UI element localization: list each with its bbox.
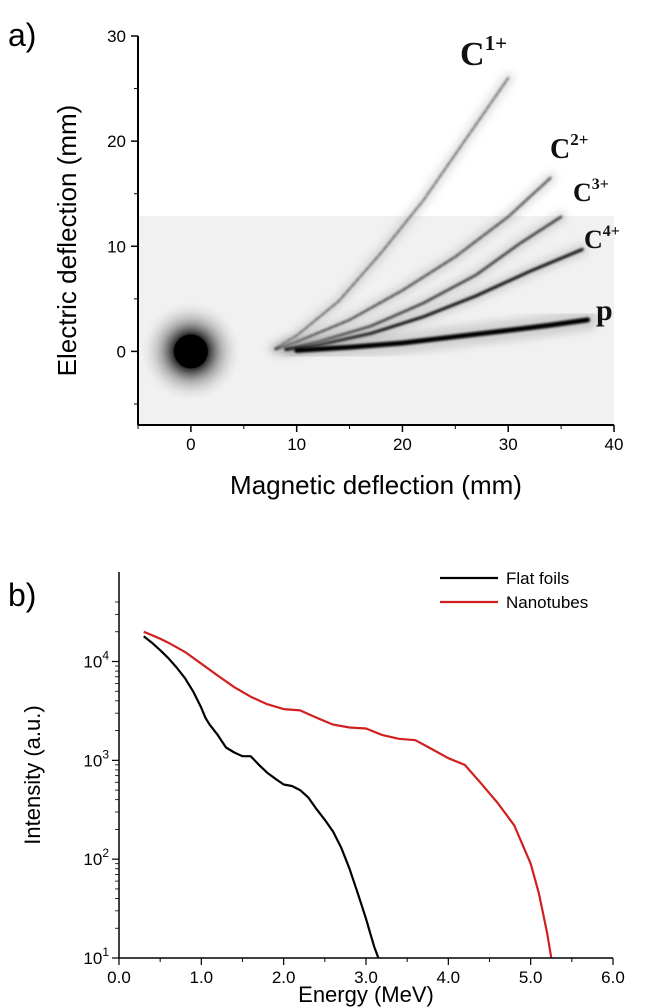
panel-a-x-tick-label: 10 bbox=[287, 435, 306, 454]
legend-label: Flat foils bbox=[506, 569, 569, 588]
ion-label-charge: 1+ bbox=[485, 31, 507, 55]
panel-a-y-tick-label: 0 bbox=[117, 342, 126, 361]
ion-label-charge: 4+ bbox=[603, 223, 620, 240]
panel-b-x-tick-label: 0.0 bbox=[107, 968, 131, 987]
panel-b-x-tick-label: 1.0 bbox=[190, 968, 214, 987]
ion-label-p: p bbox=[596, 294, 613, 327]
ion-label-symbol: C bbox=[573, 178, 592, 207]
panel-a-x-axis-title: Magnetic deflection (mm) bbox=[230, 470, 522, 500]
panel-b-x-tick-label: 6.0 bbox=[601, 968, 625, 987]
panel-a-x-tick-label: 0 bbox=[186, 435, 195, 454]
panel-a-plot bbox=[138, 72, 614, 425]
panel-a-label: a) bbox=[8, 17, 36, 53]
panel-a-y-axis-title: Electric deflection (mm) bbox=[52, 105, 82, 377]
panel-b-y-tick-label: 103 bbox=[83, 747, 109, 770]
panel-b-x-tick-label: 2.0 bbox=[272, 968, 296, 987]
panel-b-y-tick-label: 102 bbox=[83, 846, 109, 869]
ion-label-charge: 2+ bbox=[570, 130, 588, 149]
tick-base: 10 bbox=[83, 949, 102, 968]
panel-a-y-tick-label: 20 bbox=[107, 132, 126, 151]
track-p bbox=[285, 308, 599, 362]
ion-label-c3plus: C3+ bbox=[573, 176, 609, 207]
tick-exponent: 1 bbox=[102, 945, 109, 959]
ion-label-c4plus: C4+ bbox=[584, 223, 620, 254]
series-line-nanotubes bbox=[143, 630, 553, 958]
ion-label-symbol: C bbox=[584, 225, 603, 254]
panel-b-x-tick-label: 4.0 bbox=[437, 968, 461, 987]
panel-b-y-tick-label: 101 bbox=[83, 945, 109, 968]
series-line-flat-foils bbox=[143, 635, 380, 958]
tick-base: 10 bbox=[83, 850, 102, 869]
ion-label-symbol: C bbox=[460, 36, 485, 73]
panel-a-x-tick-label: 30 bbox=[499, 435, 518, 454]
panel-b-label: b) bbox=[8, 577, 36, 613]
ion-labels: C1+C2+C3+C4+p bbox=[460, 31, 620, 327]
panel-b-y-tick-label: 104 bbox=[83, 649, 109, 672]
panel-a-x-tick-label: 40 bbox=[605, 435, 624, 454]
panel-b-x-axis-title: Energy (MeV) bbox=[298, 982, 434, 1007]
panel-a-y-tick-label: 10 bbox=[107, 237, 126, 256]
ion-label-c2plus: C2+ bbox=[550, 130, 588, 165]
tick-exponent: 3 bbox=[102, 747, 109, 761]
ion-label-symbol: p bbox=[596, 294, 613, 327]
ion-tracks bbox=[269, 72, 599, 362]
panel-b-x-tick-label: 3.0 bbox=[354, 968, 378, 987]
tick-exponent: 2 bbox=[102, 846, 109, 860]
panel-b-x-tick-label: 5.0 bbox=[519, 968, 543, 987]
tick-base: 10 bbox=[83, 751, 102, 770]
ion-label-charge: 3+ bbox=[592, 176, 609, 193]
ion-label-c1plus: C1+ bbox=[460, 31, 507, 73]
zero-point-spot bbox=[173, 334, 208, 369]
legend-label: Nanotubes bbox=[506, 593, 588, 612]
panel-a-axes: 0 10 20 30 40 0 10 20 30 bbox=[107, 27, 623, 454]
panel-b-y-axis-title: Intensity (a.u.) bbox=[20, 705, 45, 844]
panel-b-plot bbox=[143, 630, 553, 958]
tick-exponent: 4 bbox=[102, 649, 109, 663]
legend: Flat foils Nanotubes bbox=[440, 569, 588, 612]
tick-base: 10 bbox=[83, 653, 102, 672]
panel-a-x-tick-label: 20 bbox=[393, 435, 412, 454]
ion-label-symbol: C bbox=[550, 134, 570, 165]
panel-a-y-tick-label: 30 bbox=[107, 27, 126, 46]
